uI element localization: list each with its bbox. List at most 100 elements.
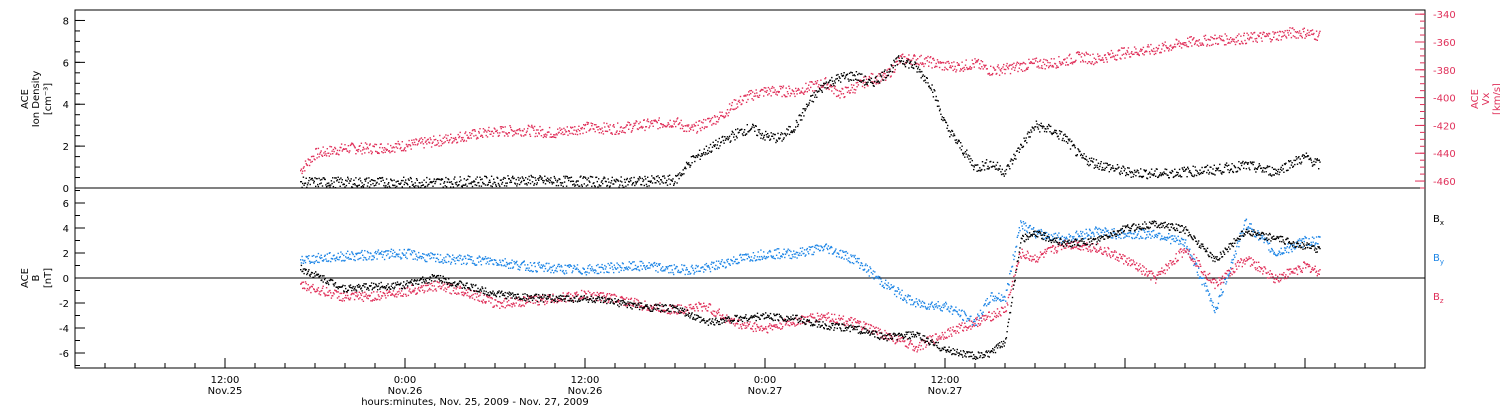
by-point <box>1300 239 1302 242</box>
vx-point <box>855 82 858 84</box>
bz-point <box>431 285 433 287</box>
by-point <box>1281 252 1283 254</box>
vx-point <box>413 139 415 141</box>
density-point <box>921 75 924 78</box>
vx-point <box>1178 40 1180 42</box>
density-point <box>1007 164 1010 166</box>
density-point <box>393 179 395 181</box>
density-point <box>806 105 808 108</box>
bz-point <box>377 298 379 301</box>
vx-point <box>885 74 888 77</box>
by-point <box>1032 228 1034 230</box>
by-point <box>469 258 471 260</box>
by-point <box>594 269 596 271</box>
vx-point <box>598 126 600 128</box>
by-point <box>711 266 714 268</box>
by-point <box>414 258 416 260</box>
by-point <box>580 272 582 274</box>
by-point <box>583 268 585 270</box>
vx-point <box>637 128 639 131</box>
vx-point <box>602 130 604 132</box>
density-point <box>896 64 898 66</box>
by-point <box>998 292 1000 295</box>
bz-point <box>469 295 472 298</box>
bz-point <box>377 294 380 296</box>
by-point <box>313 254 315 257</box>
vx-point <box>892 64 894 67</box>
density-point <box>467 175 470 177</box>
vx-point <box>478 130 480 133</box>
vx-point <box>418 139 420 142</box>
density-point <box>1251 162 1253 165</box>
density-point <box>737 128 739 130</box>
by-point <box>771 257 774 259</box>
vx-point <box>1294 31 1297 33</box>
density-point <box>624 181 626 183</box>
bz-point <box>506 301 508 303</box>
density-point <box>1095 166 1097 168</box>
vx-point <box>469 134 472 136</box>
by-point <box>831 246 833 249</box>
density-point <box>1014 154 1016 157</box>
vx-point <box>584 124 586 127</box>
density-point <box>680 175 682 177</box>
density-point <box>356 185 358 188</box>
by-point <box>1204 285 1206 287</box>
by-point <box>424 259 426 261</box>
density-point <box>496 176 498 179</box>
density-point <box>992 161 995 163</box>
density-point <box>704 153 706 156</box>
density-point <box>488 181 490 184</box>
by-point <box>778 248 780 250</box>
vx-point <box>309 159 311 161</box>
vx-point <box>1025 68 1027 71</box>
vx-point <box>546 134 548 136</box>
density-point <box>450 186 452 188</box>
vx-point <box>600 132 603 134</box>
density-point <box>1112 165 1114 167</box>
density-point <box>524 183 526 185</box>
vx-point <box>325 155 328 157</box>
by-point <box>477 257 479 259</box>
density-point <box>1073 145 1076 147</box>
vx-point <box>581 126 583 129</box>
by-point <box>628 261 630 263</box>
vx-point <box>537 129 539 131</box>
density-point <box>672 178 674 180</box>
bz-point <box>405 295 408 297</box>
vx-point <box>1288 34 1290 36</box>
vx-point <box>872 73 874 75</box>
vx-point <box>624 132 626 134</box>
vx-point <box>432 141 434 143</box>
density-point <box>655 175 658 178</box>
density-point <box>610 182 612 184</box>
density-point <box>833 84 835 87</box>
density-point <box>748 131 750 133</box>
vx-point <box>811 81 813 83</box>
by-point <box>859 264 862 267</box>
vx-point <box>643 119 645 121</box>
density-point <box>543 180 545 182</box>
by-point <box>892 286 894 289</box>
density-point <box>1211 173 1213 175</box>
density-point <box>525 182 528 185</box>
by-point <box>548 262 550 265</box>
vx-point <box>889 76 892 78</box>
bz-point <box>478 300 480 302</box>
density-point <box>682 169 684 171</box>
by-point <box>1245 219 1247 222</box>
density-point <box>1195 169 1197 171</box>
density-point <box>1035 120 1038 122</box>
density-point <box>610 180 613 182</box>
by-point <box>501 264 503 267</box>
vx-point <box>1127 47 1130 49</box>
density-point <box>1165 168 1168 171</box>
density-point <box>653 178 656 180</box>
by-point <box>606 271 609 273</box>
density-point <box>854 75 856 77</box>
by-point <box>356 252 358 254</box>
vx-point <box>796 93 798 95</box>
density-point <box>389 186 391 189</box>
by-point <box>1110 237 1113 239</box>
density-point <box>803 108 806 110</box>
